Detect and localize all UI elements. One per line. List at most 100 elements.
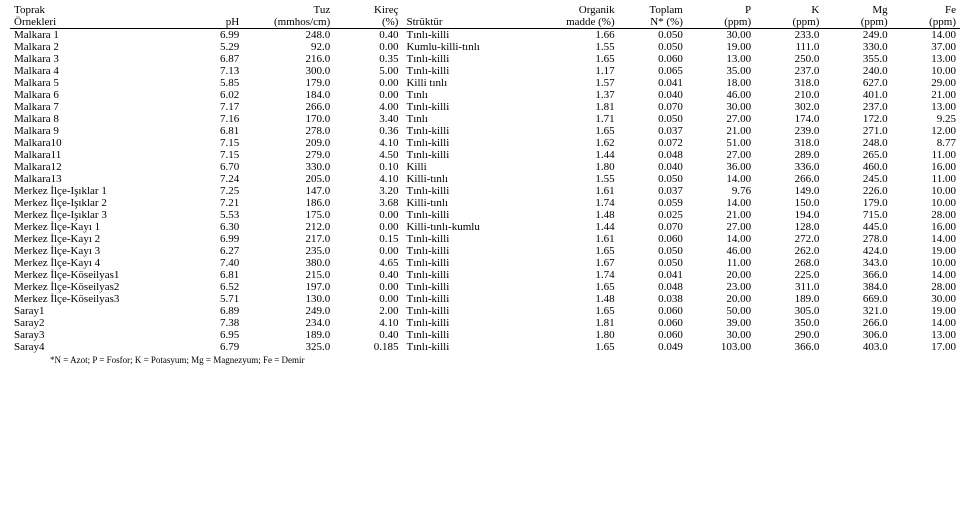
cell-kirec: 0.00 bbox=[334, 245, 402, 257]
table-row: Merkez İlçe-Işıklar 27.21186.03.68Killi-… bbox=[10, 197, 960, 209]
header-l1-name: Toprak bbox=[10, 4, 181, 16]
cell-struk: Tınlı bbox=[402, 89, 550, 101]
cell-kirec: 0.00 bbox=[334, 77, 402, 89]
cell-fe: 13.00 bbox=[892, 329, 960, 341]
cell-kirec: 0.00 bbox=[334, 41, 402, 53]
cell-k: 262.0 bbox=[755, 245, 823, 257]
cell-name: Malkara 6 bbox=[10, 89, 181, 101]
cell-org: 1.71 bbox=[550, 113, 618, 125]
cell-tuz: 380.0 bbox=[243, 257, 334, 269]
cell-k: 290.0 bbox=[755, 329, 823, 341]
cell-struk: Tınlı-killi bbox=[402, 293, 550, 305]
table-row: Merkez İlçe-Işıklar 17.25147.03.20Tınlı-… bbox=[10, 185, 960, 197]
cell-struk: Killi-tınlı-kumlu bbox=[402, 221, 550, 233]
cell-org: 1.17 bbox=[550, 65, 618, 77]
cell-k: 318.0 bbox=[755, 77, 823, 89]
cell-ph: 6.99 bbox=[181, 233, 244, 245]
cell-tuz: 215.0 bbox=[243, 269, 334, 281]
cell-org: 1.48 bbox=[550, 293, 618, 305]
cell-tuz: 325.0 bbox=[243, 341, 334, 353]
cell-tuz: 266.0 bbox=[243, 101, 334, 113]
header-l2-kirec: (%) bbox=[334, 16, 402, 29]
cell-n: 0.041 bbox=[619, 269, 687, 281]
cell-p: 39.00 bbox=[687, 317, 755, 329]
cell-name: Merkez İlçe-Kayı 2 bbox=[10, 233, 181, 245]
cell-tuz: 300.0 bbox=[243, 65, 334, 77]
cell-p: 27.00 bbox=[687, 113, 755, 125]
table-row: Saray36.95189.00.40Tınlı-killi1.800.0603… bbox=[10, 329, 960, 341]
cell-n: 0.050 bbox=[619, 113, 687, 125]
cell-mg: 306.0 bbox=[823, 329, 891, 341]
cell-ph: 7.13 bbox=[181, 65, 244, 77]
cell-ph: 6.87 bbox=[181, 53, 244, 65]
cell-fe: 16.00 bbox=[892, 221, 960, 233]
cell-fe: 17.00 bbox=[892, 341, 960, 353]
header-l1-n: Toplam bbox=[619, 4, 687, 16]
cell-p: 14.00 bbox=[687, 233, 755, 245]
cell-fe: 19.00 bbox=[892, 245, 960, 257]
cell-fe: 13.00 bbox=[892, 53, 960, 65]
cell-n: 0.025 bbox=[619, 209, 687, 221]
cell-ph: 5.29 bbox=[181, 41, 244, 53]
cell-org: 1.80 bbox=[550, 161, 618, 173]
cell-tuz: 197.0 bbox=[243, 281, 334, 293]
cell-kirec: 0.00 bbox=[334, 293, 402, 305]
cell-name: Merkez İlçe-Işıklar 3 bbox=[10, 209, 181, 221]
cell-p: 11.00 bbox=[687, 257, 755, 269]
cell-name: Malkara12 bbox=[10, 161, 181, 173]
cell-struk: Tınlı-killi bbox=[402, 125, 550, 137]
cell-struk: Tınlı-killi bbox=[402, 209, 550, 221]
cell-fe: 29.00 bbox=[892, 77, 960, 89]
table-row: Merkez İlçe-Kayı 47.40380.04.65Tınlı-kil… bbox=[10, 257, 960, 269]
table-row: Malkara126.70330.00.10Killi1.800.04036.0… bbox=[10, 161, 960, 173]
cell-p: 13.00 bbox=[687, 53, 755, 65]
cell-mg: 669.0 bbox=[823, 293, 891, 305]
cell-p: 35.00 bbox=[687, 65, 755, 77]
cell-fe: 16.00 bbox=[892, 161, 960, 173]
cell-name: Saray4 bbox=[10, 341, 181, 353]
table-row: Merkez İlçe-Köseilyas16.81215.00.40Tınlı… bbox=[10, 269, 960, 281]
header-l1-k: K bbox=[755, 4, 823, 16]
cell-name: Malkara 5 bbox=[10, 77, 181, 89]
cell-tuz: 209.0 bbox=[243, 137, 334, 149]
cell-fe: 13.00 bbox=[892, 101, 960, 113]
cell-ph: 7.15 bbox=[181, 149, 244, 161]
cell-struk: Tınlı-killi bbox=[402, 341, 550, 353]
cell-tuz: 248.0 bbox=[243, 29, 334, 42]
cell-ph: 5.53 bbox=[181, 209, 244, 221]
cell-kirec: 3.20 bbox=[334, 185, 402, 197]
cell-k: 272.0 bbox=[755, 233, 823, 245]
header-l2-n: N* (%) bbox=[619, 16, 687, 29]
cell-kirec: 0.10 bbox=[334, 161, 402, 173]
cell-mg: 266.0 bbox=[823, 317, 891, 329]
cell-n: 0.048 bbox=[619, 281, 687, 293]
cell-org: 1.65 bbox=[550, 305, 618, 317]
cell-k: 233.0 bbox=[755, 29, 823, 42]
cell-mg: 343.0 bbox=[823, 257, 891, 269]
cell-k: 149.0 bbox=[755, 185, 823, 197]
cell-name: Malkara 1 bbox=[10, 29, 181, 42]
cell-name: Malkara10 bbox=[10, 137, 181, 149]
cell-n: 0.065 bbox=[619, 65, 687, 77]
cell-k: 366.0 bbox=[755, 341, 823, 353]
cell-name: Merkez İlçe-Işıklar 2 bbox=[10, 197, 181, 209]
cell-struk: Killi tınlı bbox=[402, 77, 550, 89]
cell-mg: 445.0 bbox=[823, 221, 891, 233]
header-l1-mg: Mg bbox=[823, 4, 891, 16]
cell-k: 318.0 bbox=[755, 137, 823, 149]
header-l1-kirec: Kireç bbox=[334, 4, 402, 16]
cell-k: 311.0 bbox=[755, 281, 823, 293]
cell-name: Malkara 4 bbox=[10, 65, 181, 77]
cell-n: 0.060 bbox=[619, 305, 687, 317]
cell-mg: 330.0 bbox=[823, 41, 891, 53]
cell-n: 0.059 bbox=[619, 197, 687, 209]
cell-org: 1.37 bbox=[550, 89, 618, 101]
cell-tuz: 179.0 bbox=[243, 77, 334, 89]
cell-p: 18.00 bbox=[687, 77, 755, 89]
table-row: Malkara 16.99248.00.40Tınlı-killi1.660.0… bbox=[10, 29, 960, 42]
cell-mg: 240.0 bbox=[823, 65, 891, 77]
table-row: Merkez İlçe-Köseilyas26.52197.00.00Tınlı… bbox=[10, 281, 960, 293]
cell-ph: 7.25 bbox=[181, 185, 244, 197]
cell-org: 1.65 bbox=[550, 341, 618, 353]
cell-k: 239.0 bbox=[755, 125, 823, 137]
